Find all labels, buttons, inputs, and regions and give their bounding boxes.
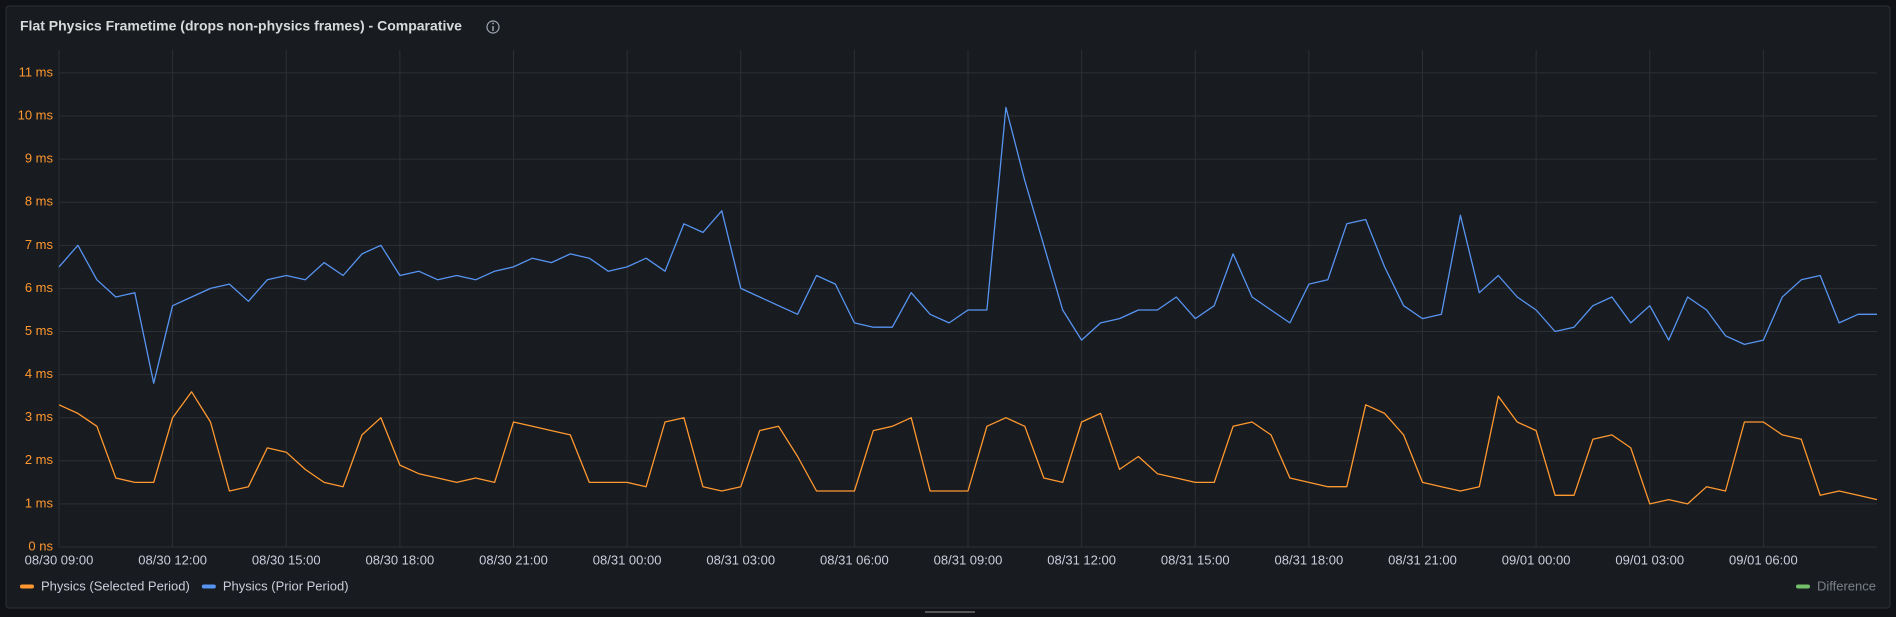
legend-label[interactable]: Physics (Selected Period): [41, 578, 190, 593]
x-tick-label: 08/31 03:00: [706, 552, 775, 567]
y-tick-label: 2 ms: [25, 452, 54, 467]
x-tick-label: 08/31 18:00: [1275, 552, 1344, 567]
x-tick-label: 08/31 06:00: [820, 552, 889, 567]
y-tick-label: 9 ms: [25, 151, 54, 166]
y-tick-label: 0 ns: [28, 538, 53, 553]
y-tick-label: 6 ms: [25, 280, 54, 295]
y-tick-label: 3 ms: [25, 409, 54, 424]
x-tick-label: 08/31 09:00: [934, 552, 1003, 567]
info-icon[interactable]: [486, 20, 500, 34]
series-line: [58, 391, 1878, 505]
legend-swatch: [201, 584, 216, 589]
x-tick-label: 08/31 12:00: [1047, 552, 1116, 567]
legend-swatch: [20, 584, 34, 589]
x-tick-label: 09/01 06:00: [1729, 552, 1798, 567]
panel: [5, 5, 1891, 609]
y-tick-label: 1 ms: [25, 495, 54, 510]
x-tick-label: 08/30 21:00: [479, 552, 548, 567]
x-tick-label: 08/31 15:00: [1161, 552, 1230, 567]
x-tick-label: 09/01 00:00: [1502, 552, 1571, 567]
x-tick-label: 08/30 15:00: [252, 552, 321, 567]
x-tick-label: 08/31 21:00: [1388, 552, 1457, 567]
x-tick-label: 09/01 03:00: [1615, 552, 1684, 567]
legend-label[interactable]: Physics (Prior Period): [223, 578, 349, 593]
x-tick-label: 08/30 12:00: [138, 552, 207, 567]
y-tick-label: 8 ms: [25, 194, 54, 209]
y-tick-label: 4 ms: [25, 366, 54, 381]
y-tick-label: 5 ms: [25, 323, 54, 338]
legend-label[interactable]: Difference: [1817, 578, 1876, 593]
chart-title: Flat Physics Frametime (drops non-physic…: [20, 18, 462, 34]
series-line: [58, 106, 1877, 384]
x-tick-label: 08/31 00:00: [593, 552, 662, 567]
x-tick-label: 08/30 18:00: [366, 552, 435, 567]
y-tick-label: 11 ms: [19, 64, 54, 79]
x-tick-label: 08/30 09:00: [25, 552, 94, 567]
y-tick-label: 7 ms: [25, 237, 54, 252]
y-tick-label: 10 ms: [18, 107, 54, 122]
legend-swatch: [1795, 584, 1810, 589]
